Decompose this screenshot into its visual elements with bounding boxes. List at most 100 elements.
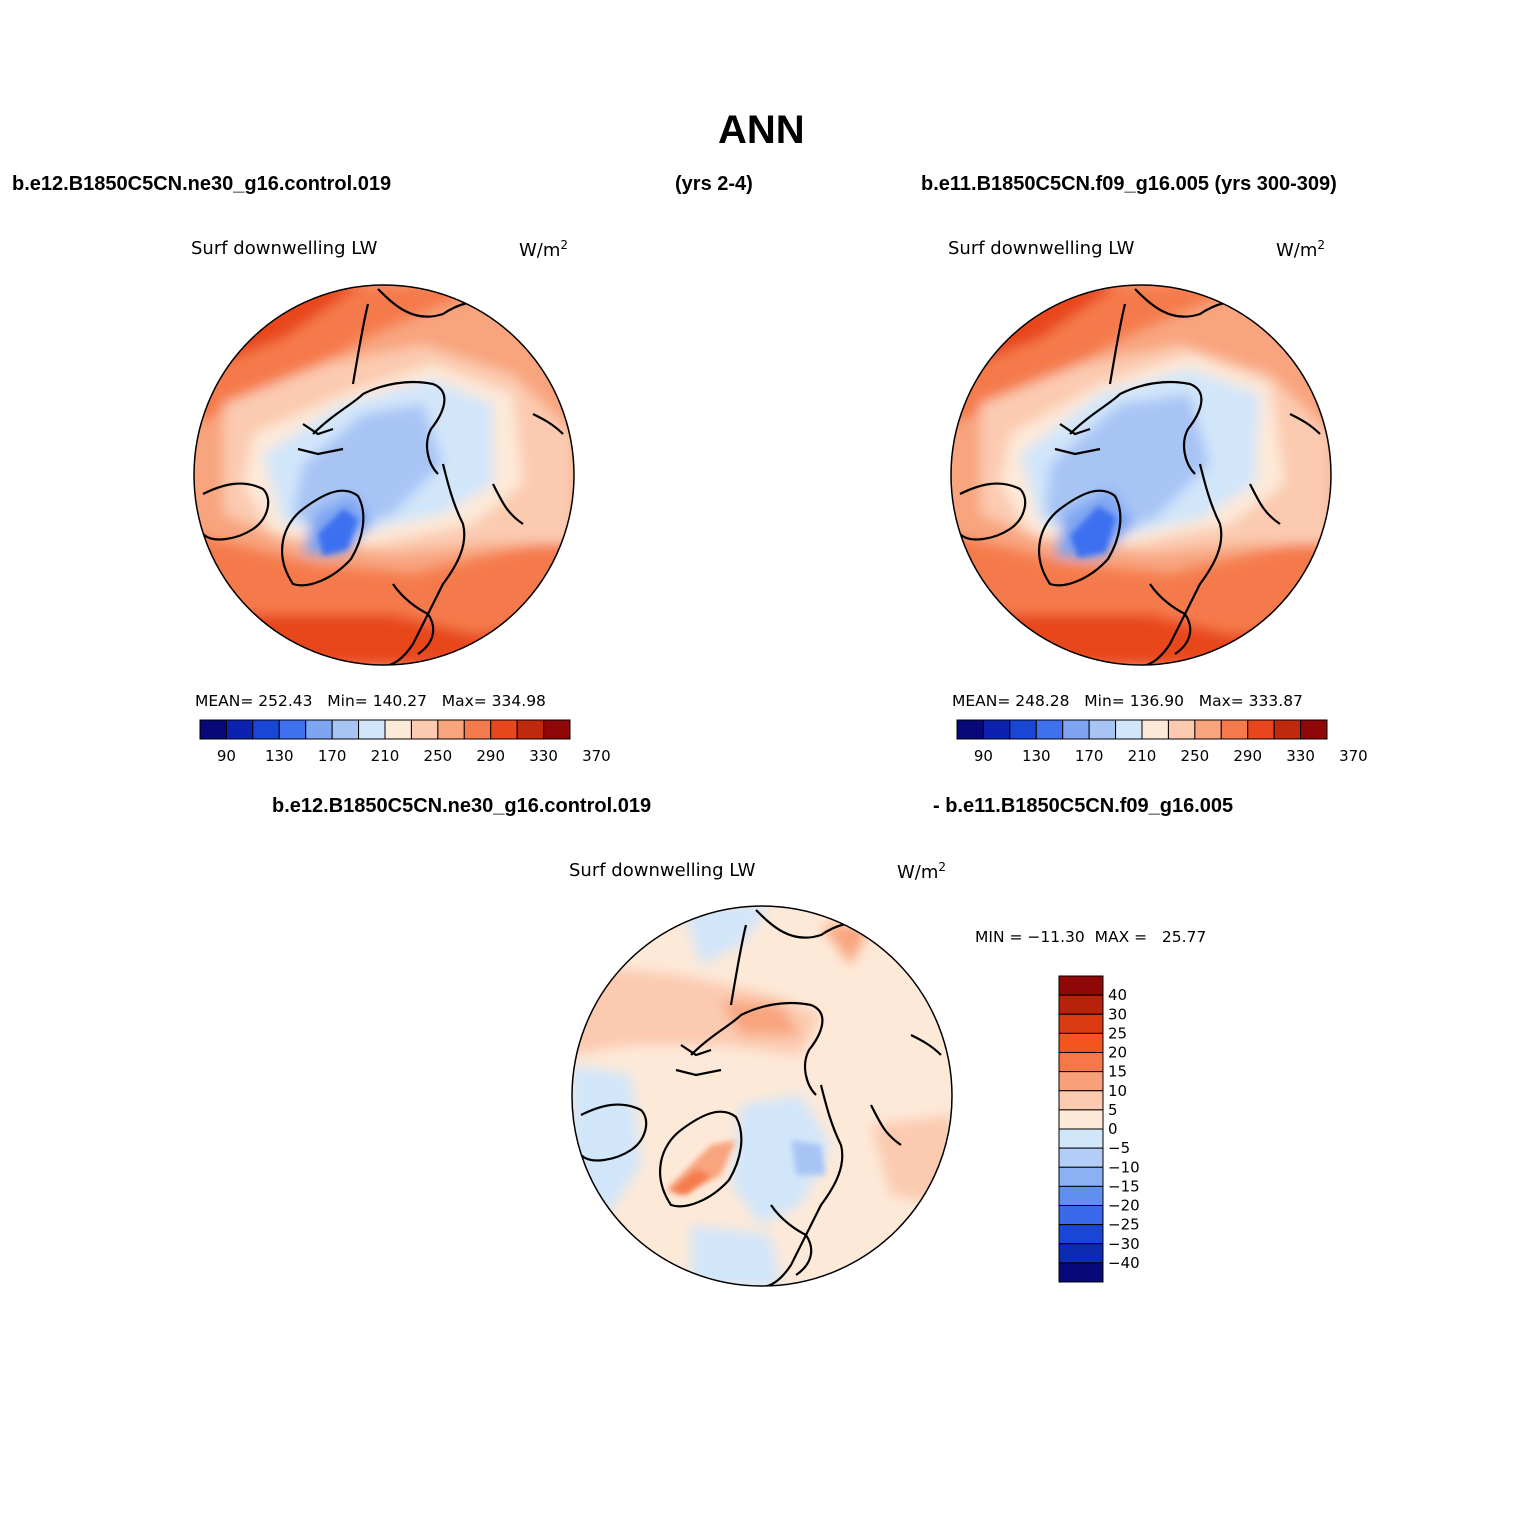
panel1-stats: MEAN= 252.43 Min= 140.27 Max= 334.98 [195, 692, 546, 710]
colorbar-panel-2: 90 130 170 210 250 290 330 370 [956, 719, 1368, 765]
colorbar2-swatch [1088, 719, 1117, 740]
colorbar1-swatch [463, 719, 492, 740]
colorbar-diff-swatch [1058, 1185, 1104, 1206]
colorbar-diff-tick-label: −10 [1108, 1158, 1140, 1176]
diff-case-a-label: b.e12.B1850C5CN.ne30_g16.control.019 [272, 795, 652, 817]
colorbar-diff-tick-label: −30 [1108, 1235, 1140, 1253]
colorbar2-swatch [982, 719, 1011, 740]
diff-case-b-label: - b.e11.B1850C5CN.f09_g16.005 [933, 795, 1234, 817]
colorbar2-tick-label: 210 [1128, 747, 1157, 765]
colorbar1-swatch [225, 719, 254, 740]
colorbar2-tick-label: 170 [1075, 747, 1104, 765]
colorbar2-swatch [1273, 719, 1302, 740]
colorbar-diff-tick-label: −5 [1108, 1139, 1130, 1157]
map2-boundary [950, 284, 1332, 666]
colorbar-diff-swatch [1058, 1224, 1104, 1245]
colorbar-diff-swatch [1058, 1032, 1104, 1053]
colorbar-diff-swatch [1058, 1128, 1104, 1149]
colorbar1-swatch [358, 719, 386, 740]
colorbar-diff-tick-label: 0 [1108, 1120, 1118, 1138]
top-left-years-label: (yrs 2-4) [675, 173, 753, 195]
colorbar2-tick-label: 130 [1022, 747, 1051, 765]
colorbar2-tick-label: 250 [1181, 747, 1210, 765]
colorbar1-tick-label: 290 [476, 747, 505, 765]
colorbar-diff-tick-label: 5 [1108, 1101, 1118, 1119]
panel2-stats: MEAN= 248.28 Min= 136.90 Max= 333.87 [952, 692, 1303, 710]
colorbar1-swatch [305, 719, 333, 740]
colorbar1-swatch [410, 719, 439, 740]
colorbar-diff-swatch [1058, 1109, 1104, 1130]
colorbar1-tick-label: 250 [424, 747, 453, 765]
colorbar2-swatch [956, 719, 984, 740]
figure-title: ANN [718, 108, 805, 152]
colorbar-diff-tick-label: 15 [1108, 1063, 1127, 1081]
colorbar1-swatch [331, 719, 360, 740]
colorbar1-swatch [490, 719, 518, 740]
colorbar-diff-swatch [1058, 1166, 1104, 1187]
map-panel-1 [193, 284, 575, 666]
panel1-units: W/m2 [519, 238, 569, 261]
map-panel-2 [950, 284, 1332, 666]
colorbar2-tick-label: 90 [974, 747, 993, 765]
colorbar1-tick-label: 90 [217, 747, 236, 765]
colorbar2-swatch [1220, 719, 1249, 740]
map2-coastlines [959, 288, 1321, 665]
top-left-case-label: b.e12.B1850C5CN.ne30_g16.control.019 [12, 173, 392, 195]
colorbar2-swatch [1300, 719, 1328, 740]
colorbar1-tick-label: 210 [371, 747, 400, 765]
colorbar1-swatch [437, 719, 465, 740]
colorbar-diff-swatch [1058, 1243, 1104, 1264]
colorbar-diff-swatch [1058, 1071, 1104, 1092]
colorbar2-swatch [1247, 719, 1275, 740]
colorbar1-swatch [199, 719, 227, 740]
map1-boundary [193, 284, 575, 666]
colorbar-diff-swatch [1058, 1262, 1104, 1283]
colorbar-diff-tick-label: 30 [1108, 1005, 1127, 1023]
panel3-variable: Surf downwelling LW [569, 860, 756, 881]
colorbar1-swatch [278, 719, 307, 740]
panel2-units: W/m2 [1276, 238, 1326, 261]
colorbar-diff-tick-label: 20 [1108, 1044, 1127, 1062]
map3-coastlines [580, 909, 942, 1286]
colorbar2-swatch [1115, 719, 1143, 740]
map-panel-diff [571, 905, 953, 1287]
colorbar-diff-tick-label: −40 [1108, 1254, 1140, 1272]
colorbar-diff-swatch [1058, 1013, 1104, 1034]
colorbar-diff-tick-label: 10 [1108, 1082, 1127, 1100]
colorbar2-tick-label: 370 [1339, 747, 1368, 765]
panel3-units: W/m2 [897, 860, 947, 883]
colorbar-diff-tick-label: −15 [1108, 1177, 1140, 1195]
colorbar1-tick-label: 170 [318, 747, 347, 765]
map1-coastlines [202, 288, 564, 665]
colorbar-diff-swatch [1058, 1147, 1104, 1168]
colorbar-diff-swatch [1058, 1052, 1104, 1073]
colorbar-panel-1: 90 130 170 210 250 290 330 370 [199, 719, 611, 765]
colorbar2-swatch [1167, 719, 1196, 740]
colorbar1-swatch [516, 719, 545, 740]
colorbar2-swatch [1194, 719, 1222, 740]
colorbar1-tick-label: 370 [582, 747, 611, 765]
colorbar-diff-tick-label: 40 [1108, 986, 1127, 1004]
colorbar1-tick-label: 130 [265, 747, 294, 765]
colorbar-diff-tick-label: −20 [1108, 1197, 1140, 1215]
colorbar1-swatch [543, 719, 571, 740]
colorbar-diff-swatch [1058, 994, 1104, 1015]
colorbar2-swatch [1141, 719, 1169, 740]
panel1-variable: Surf downwelling LW [191, 238, 378, 259]
colorbar1-swatch [252, 719, 280, 740]
panel2-variable: Surf downwelling LW [948, 238, 1135, 259]
panel3-stats: MIN = −11.30 MAX = 25.77 [975, 928, 1207, 946]
colorbar-diff-swatch [1058, 975, 1104, 996]
map3-boundary [571, 905, 953, 1287]
colorbar1-swatch [384, 719, 412, 740]
colorbar2-swatch [1062, 719, 1090, 740]
colorbar-diff-swatch [1058, 1090, 1104, 1111]
colorbar2-tick-label: 330 [1286, 747, 1315, 765]
top-right-case-label: b.e11.B1850C5CN.f09_g16.005 (yrs 300-309… [921, 173, 1337, 195]
colorbar2-swatch [1035, 719, 1064, 740]
colorbar2-tick-label: 290 [1233, 747, 1262, 765]
colorbar2-swatch [1009, 719, 1037, 740]
colorbar-diff-swatch [1058, 1205, 1104, 1226]
colorbar1-tick-label: 330 [529, 747, 558, 765]
